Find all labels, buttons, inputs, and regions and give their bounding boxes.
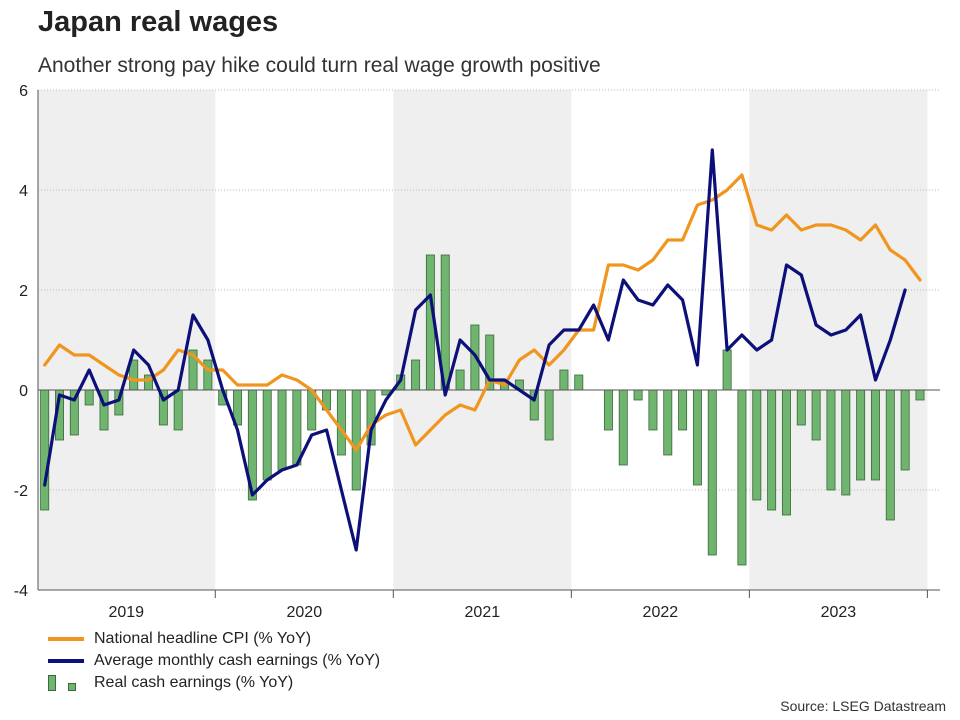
- x-tick-label-2021: 2021: [465, 604, 501, 621]
- bar-real-55: [856, 389, 866, 481]
- y-tick-label: -4: [14, 583, 28, 600]
- legend-swatch-earnings: [48, 659, 84, 663]
- legend-item-cpi: National headline CPI (% YoY): [48, 628, 380, 650]
- bar-real-42: [663, 389, 673, 456]
- bar-real-54: [841, 389, 851, 496]
- y-tick-label: 0: [19, 383, 28, 400]
- legend-label-cpi: National headline CPI (% YoY): [94, 630, 312, 647]
- bar-real-0: [40, 389, 50, 511]
- legend-swatch-cpi: [48, 637, 84, 641]
- bar-real-34: [544, 389, 554, 441]
- bar-real-59: [915, 389, 925, 401]
- bar-real-20: [336, 389, 346, 456]
- bar-real-47: [737, 389, 747, 566]
- legend-swatch-real: [48, 675, 84, 691]
- bar-real-48: [752, 389, 762, 501]
- bar-real-43: [678, 389, 688, 431]
- bar-real-53: [826, 389, 836, 491]
- y-tick-label: 2: [19, 283, 28, 300]
- year-band-2021: [393, 90, 572, 590]
- bar-real-52: [811, 389, 821, 441]
- bar-real-21: [351, 389, 361, 491]
- bar-real-58: [900, 389, 910, 471]
- x-tick-label-2019: 2019: [108, 604, 144, 621]
- year-band-2019: [38, 90, 216, 590]
- bar-real-11: [203, 359, 213, 391]
- bar-real-39: [618, 389, 628, 466]
- y-tick-label: 6: [19, 83, 28, 100]
- bar-real-51: [796, 389, 806, 426]
- bar-real-44: [692, 389, 702, 486]
- bar-real-25: [411, 359, 421, 391]
- y-tick-label: 4: [19, 183, 28, 200]
- bar-real-35: [559, 369, 569, 391]
- chart-title: Japan real wages: [38, 6, 279, 38]
- legend: National headline CPI (% YoY) Average mo…: [48, 628, 380, 694]
- bar-real-49: [767, 389, 777, 511]
- bar-real-28: [455, 369, 465, 391]
- y-tick-label: -2: [14, 483, 28, 500]
- bar-real-16: [277, 389, 287, 471]
- bar-real-17: [292, 389, 302, 466]
- legend-item-real: Real cash earnings (% YoY): [48, 672, 380, 694]
- bar-real-45: [707, 389, 717, 556]
- chart-subtitle: Another strong pay hike could turn real …: [38, 54, 601, 77]
- bar-real-57: [885, 389, 895, 521]
- bar-real-36: [574, 374, 584, 391]
- legend-item-earnings: Average monthly cash earnings (% YoY): [48, 650, 380, 672]
- x-tick-label-2023: 2023: [821, 604, 857, 621]
- bar-real-46: [722, 349, 732, 391]
- bar-real-9: [173, 389, 183, 431]
- x-tick-label-2022: 2022: [643, 604, 679, 621]
- bar-real-50: [781, 389, 791, 516]
- source-note: Source: LSEG Datastream: [780, 698, 946, 714]
- x-tick-label-2020: 2020: [287, 604, 323, 621]
- bar-real-56: [870, 389, 880, 481]
- year-band-2023: [749, 90, 928, 590]
- bar-real-15: [262, 389, 272, 481]
- legend-label-real: Real cash earnings (% YoY): [94, 674, 294, 691]
- bar-real-41: [648, 389, 658, 431]
- bar-real-38: [603, 389, 613, 431]
- line-earnings: [43, 148, 907, 552]
- bar-real-3: [84, 389, 94, 406]
- bar-real-40: [633, 389, 643, 401]
- line-cpi: [43, 173, 922, 452]
- legend-label-earnings: Average monthly cash earnings (% YoY): [94, 652, 381, 669]
